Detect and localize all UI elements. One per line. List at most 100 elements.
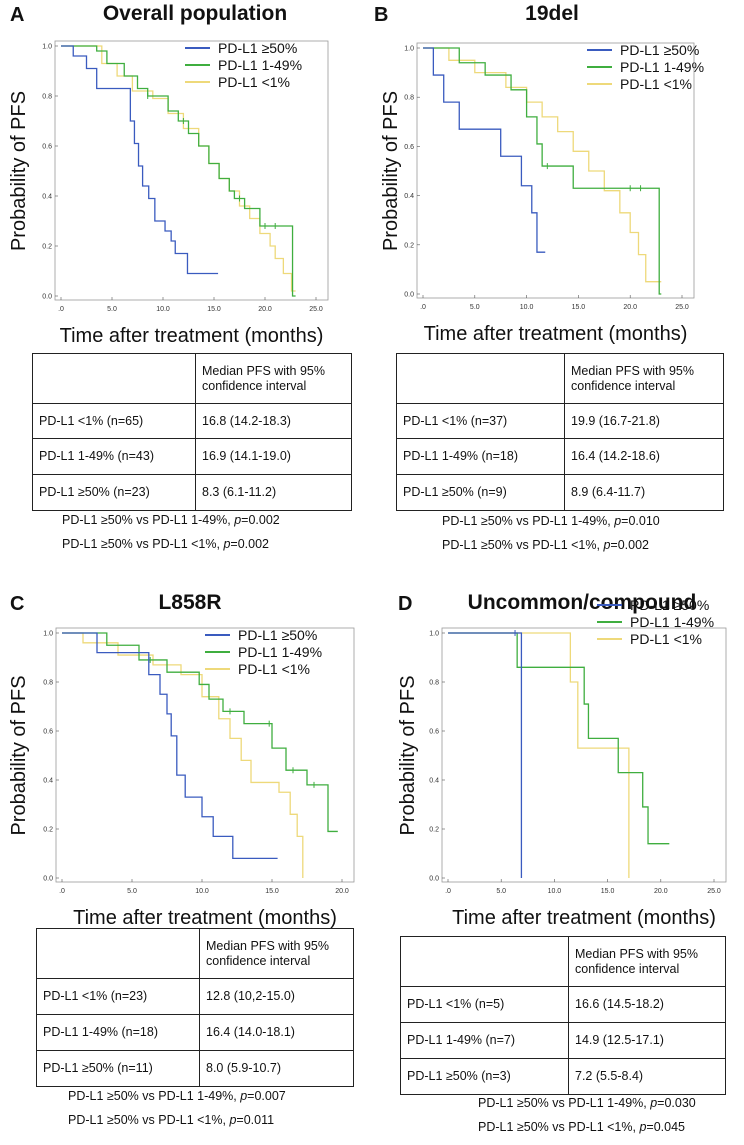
table-header-line2: confidence interval: [206, 953, 311, 968]
table-row: PD-L1 1-49% (n=43) 16.9 (14.1-19.0): [32, 438, 352, 475]
legend-label: PD-L1 ≥50%: [620, 42, 699, 58]
km-curve-2: [61, 45, 296, 297]
legend-label: PD-L1 <1%: [218, 74, 290, 90]
x-tick-label: 20.0: [654, 888, 668, 895]
y-tick-label: 0.4: [404, 193, 414, 200]
table-corner-cell: [396, 353, 565, 404]
p-prefix: PD-L1 ≥50% vs PD-L1 <1%,: [62, 537, 224, 551]
results-table-B: Median PFS with 95% confidence interval P…: [396, 353, 724, 511]
x-tick-label: 10.0: [548, 888, 562, 895]
x-tick-label: .0: [59, 888, 65, 895]
table-row: PD-L1 <1% (n=65) 16.8 (14.2-18.3): [32, 403, 352, 439]
table-header-line1: Median PFS with 95%: [202, 363, 325, 378]
table-row: PD-L1 ≥50% (n=23) 8.3 (6.1-11.2): [32, 474, 352, 511]
legend-label: PD-L1 ≥50%: [630, 597, 709, 613]
median-cell: 8.0 (5.9-10.7): [199, 1050, 354, 1087]
median-cell: 16.8 (14.2-18.3): [195, 403, 352, 439]
panel-letter: A: [10, 4, 25, 26]
p-value: =0.045: [646, 1120, 685, 1134]
median-cell: 14.9 (12.5-17.1): [568, 1022, 726, 1059]
km-curve-1: [62, 632, 278, 860]
table-row: PD-L1 <1% (n=5) 16.6 (14.5-18.2): [400, 986, 726, 1023]
y-tick-label: 0.6: [42, 144, 52, 151]
y-tick-label: 0.4: [42, 194, 52, 201]
p-value: =0.002: [241, 513, 280, 527]
group-cell: PD-L1 1-49% (n=18): [36, 1014, 200, 1051]
y-tick-label: 0.6: [43, 729, 53, 736]
median-cell: 19.9 (16.7-21.8): [564, 403, 724, 439]
p-value-2: PD-L1 ≥50% vs PD-L1 <1%, p=0.002: [62, 537, 269, 551]
legend-label: PD-L1 1-49%: [630, 614, 714, 630]
p-value-1: PD-L1 ≥50% vs PD-L1 1-49%, p=0.007: [68, 1089, 286, 1103]
panel-title: 19del: [525, 2, 579, 25]
results-table-C: Median PFS with 95% confidence interval P…: [36, 928, 354, 1087]
x-tick-label: 5.0: [496, 888, 506, 895]
panel-title: L858R: [158, 591, 222, 614]
x-tick-label: 5.0: [107, 306, 117, 313]
table-header-cell: Median PFS with 95% confidence interval: [568, 936, 726, 987]
plot-frame: [54, 40, 329, 301]
table-header-line2: confidence interval: [202, 378, 307, 393]
p-prefix: PD-L1 ≥50% vs PD-L1 <1%,: [68, 1113, 230, 1127]
y-tick-label: 0.0: [404, 292, 414, 299]
km-curve-3: [423, 47, 662, 283]
p-symbol: p: [650, 1096, 658, 1110]
table-row: PD-L1 ≥50% (n=3) 7.2 (5.5-8.4): [400, 1058, 726, 1095]
legend-label: PD-L1 1-49%: [218, 57, 302, 73]
table-header-line2: confidence interval: [575, 961, 680, 976]
median-cell: 8.3 (6.1-11.2): [195, 474, 352, 511]
plot-frame: [55, 627, 355, 883]
legend-label: PD-L1 <1%: [620, 76, 692, 92]
p-prefix: PD-L1 ≥50% vs PD-L1 <1%,: [478, 1120, 640, 1134]
plot-frame: [416, 42, 695, 299]
y-tick-label: 0.0: [42, 294, 52, 301]
group-cell: PD-L1 <1% (n=65): [32, 403, 196, 439]
table-row: PD-L1 1-49% (n=18) 16.4 (14.2-18.6): [396, 438, 724, 475]
y-axis-label: Probability of PFS: [397, 675, 419, 835]
p-symbol: p: [240, 1089, 248, 1103]
table-header-row: Median PFS with 95% confidence interval: [32, 353, 352, 404]
km-chart-D: 0.0 0.2 0.4 0.6 0.8 1.0 .0 5.0 10.0 15.0 20.0 25.0 P…: [397, 597, 727, 929]
km-curve-2: [423, 47, 662, 295]
group-cell: PD-L1 ≥50% (n=23): [32, 474, 196, 511]
median-cell: 16.6 (14.5-18.2): [568, 986, 726, 1023]
x-axis-label: Time after treatment (months): [60, 325, 324, 347]
y-tick-label: 0.2: [42, 244, 52, 251]
p-value-1: PD-L1 ≥50% vs PD-L1 1-49%, p=0.030: [478, 1096, 696, 1110]
km-chart-C: 0.0 0.2 0.4 0.6 0.8 1.0 .0 5.0 10.0 15.0 20.0 Proba…: [8, 627, 355, 929]
table-header-row: Median PFS with 95% confidence interval: [36, 928, 354, 979]
table-header-line1: Median PFS with 95%: [206, 938, 329, 953]
p-symbol: p: [614, 514, 622, 528]
legend-label: PD-L1 ≥50%: [238, 627, 317, 643]
table-header-cell: Median PFS with 95% confidence interval: [195, 353, 352, 404]
y-tick-label: 0.6: [404, 144, 414, 151]
x-tick-label: 20.0: [623, 304, 637, 311]
km-chart-B: 0.0 0.2 0.4 0.6 0.8 1.0 .0 5.0 10.0 15.0 20.0 25.0 P…: [380, 42, 704, 345]
panel-A: A Overall population 0.0 0.2 0.4 0.6 0.8 1.0.…: [0, 0, 372, 572]
p-value-1: PD-L1 ≥50% vs PD-L1 1-49%, p=0.010: [442, 514, 660, 528]
km-chart-A: 0.0 0.2 0.4 0.6 0.8 1.0 .0 5.0 10.0 15.0 20.0 25.0 P…: [8, 40, 329, 347]
table-corner-cell: [32, 353, 196, 404]
panel-D: D Uncommon/compound 0.0 0.2 0.4 0.6 0.8 1.0 .0…: [372, 583, 744, 1145]
p-value: =0.011: [236, 1113, 275, 1127]
y-tick-label: 0.4: [429, 778, 439, 785]
p-value-1: PD-L1 ≥50% vs PD-L1 1-49%, p=0.002: [62, 513, 280, 527]
panel-letter: D: [398, 593, 413, 615]
x-tick-label: 5.0: [470, 304, 480, 311]
median-cell: 7.2 (5.5-8.4): [568, 1058, 726, 1095]
x-axis-label: Time after treatment (months): [424, 323, 688, 345]
p-symbol: p: [603, 538, 611, 552]
p-symbol: p: [234, 513, 242, 527]
p-prefix: PD-L1 ≥50% vs PD-L1 1-49%,: [478, 1096, 651, 1110]
results-table-D: Median PFS with 95% confidence interval P…: [400, 936, 726, 1095]
panel-letter: B: [374, 4, 389, 26]
p-symbol: p: [229, 1113, 237, 1127]
y-tick-label: 1.0: [42, 44, 52, 51]
y-tick-label: 0.8: [42, 94, 52, 101]
table-header-line1: Median PFS with 95%: [571, 363, 694, 378]
table-header-cell: Median PFS with 95% confidence interval: [564, 353, 724, 404]
median-cell: 16.9 (14.1-19.0): [195, 438, 352, 475]
p-prefix: PD-L1 ≥50% vs PD-L1 1-49%,: [62, 513, 235, 527]
x-tick-label: 5.0: [127, 888, 137, 895]
table-header-row: Median PFS with 95% confidence interval: [396, 353, 724, 404]
